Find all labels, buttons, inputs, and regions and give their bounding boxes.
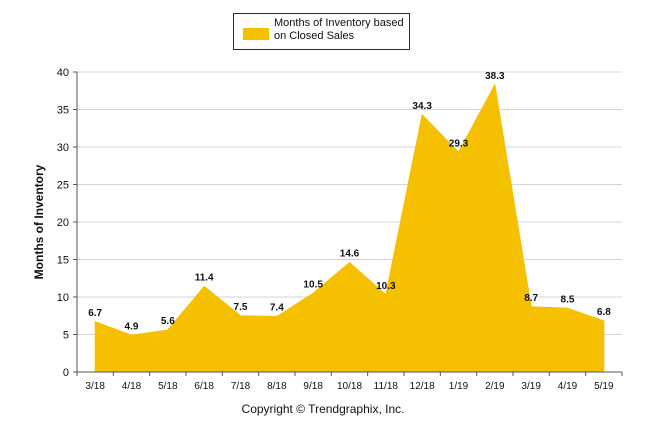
x-tick-label: 8/18 xyxy=(267,381,287,392)
x-tick-label: 6/18 xyxy=(194,381,214,392)
x-tick-label: 7/18 xyxy=(231,381,251,392)
y-tick-label: 5 xyxy=(63,330,69,342)
x-tick-label: 3/19 xyxy=(521,381,541,392)
grid-lines xyxy=(77,71,622,335)
y-tick-label: 40 xyxy=(57,67,69,79)
x-tick-label: 12/18 xyxy=(410,381,435,392)
area-fill xyxy=(94,83,605,373)
x-tick-label: 11/18 xyxy=(374,381,399,392)
y-tick-label: 0 xyxy=(63,367,69,379)
y-tick-label: 25 xyxy=(57,180,69,192)
copyright-footer: Copyright © Trendgraphix, Inc. xyxy=(241,402,405,416)
x-tick-label: 2/19 xyxy=(485,381,505,392)
data-label: 14.6 xyxy=(340,249,360,260)
y-tick-labels: 0 5 10 15 20 25 30 35 40 xyxy=(57,67,69,379)
y-tick-label: 15 xyxy=(57,255,69,267)
data-label: 38.3 xyxy=(485,71,505,82)
x-tick-label: 5/19 xyxy=(594,381,614,392)
y-tick-label: 10 xyxy=(57,292,69,304)
x-tick-label: 3/18 xyxy=(85,381,105,392)
x-tick-label: 5/18 xyxy=(158,381,178,392)
data-label: 6.8 xyxy=(597,307,611,318)
data-label: 8.7 xyxy=(524,293,538,304)
y-tick-label: 35 xyxy=(57,105,69,117)
x-tick-label: 10/18 xyxy=(337,381,362,392)
legend-label: Months of Inventory based on Closed Sale… xyxy=(274,17,404,42)
data-labels: 6.7 4.9 5.6 11.4 7.5 7.4 10.5 14.6 10.3 34.3 29.3 3… xyxy=(88,71,611,333)
x-tick-label: 4/19 xyxy=(558,381,578,392)
data-label: 34.3 xyxy=(412,101,432,112)
data-label: 10.3 xyxy=(376,281,396,292)
x-tick-label: 4/18 xyxy=(122,381,142,392)
data-label: 10.5 xyxy=(303,279,323,290)
axes xyxy=(73,71,623,376)
y-axis-title: Months of Inventory xyxy=(32,164,46,279)
data-label: 7.5 xyxy=(234,302,248,313)
data-label: 29.3 xyxy=(449,138,469,149)
data-label: 8.5 xyxy=(561,294,575,305)
y-tick-label: 20 xyxy=(57,217,69,229)
data-label: 11.4 xyxy=(195,273,214,284)
legend: Months of Inventory based on Closed Sale… xyxy=(233,13,410,50)
data-label: 5.6 xyxy=(161,316,175,327)
data-label: 6.7 xyxy=(88,308,102,319)
x-tick-labels: 3/18 4/18 5/18 6/18 7/18 8/18 9/18 10/18 11/18 12… xyxy=(85,381,614,392)
legend-swatch xyxy=(243,28,269,40)
data-label: 4.9 xyxy=(125,321,139,332)
x-tick-label: 1/19 xyxy=(449,381,469,392)
area-series xyxy=(94,83,605,373)
data-label: 7.4 xyxy=(270,303,284,314)
y-tick-label: 30 xyxy=(57,142,69,154)
x-tick-label: 9/18 xyxy=(303,381,323,392)
